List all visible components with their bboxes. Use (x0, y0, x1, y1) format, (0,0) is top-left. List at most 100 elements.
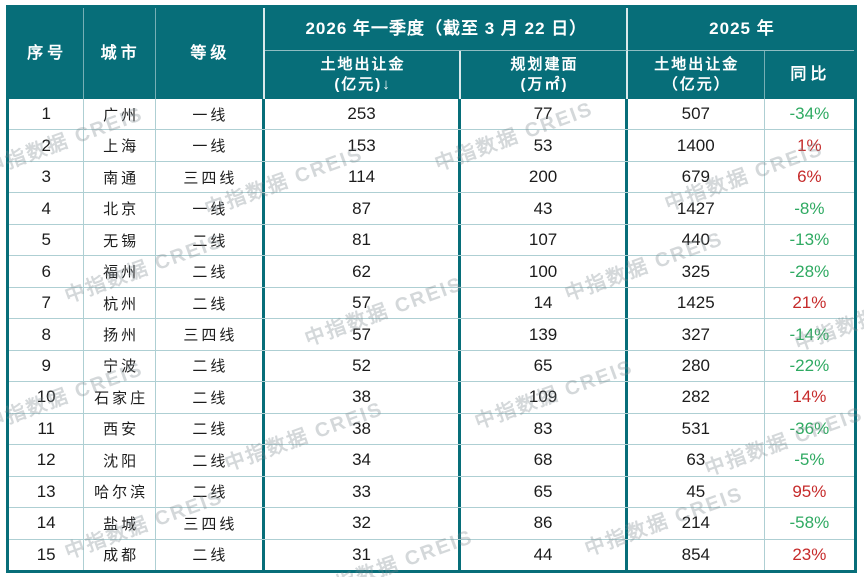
yoy-cell: -36% (789, 418, 830, 438)
tier-cell: 二线 (156, 287, 265, 319)
table-header: 序号 城市 等级 2026 年一季度（截至 3 月 22 日） 2025 年 土… (9, 8, 854, 99)
table-row: 12 沈阳 二线 34 68 63 -5% (9, 445, 854, 477)
tier-cell: 二线 (156, 445, 265, 476)
table-row: 14 盐城 三四线 32 86 214 -58% (9, 508, 854, 540)
header-premium-2025-line1: 土地出让金 (654, 55, 740, 73)
premium-2025-cell: 1427 (628, 193, 765, 224)
tier-cell: 二线 (156, 413, 265, 445)
table-body: 1 广州 一线 253 77 507 -34% 2 上海 一线 153 53 1… (9, 99, 854, 571)
rank-cell: 1 (9, 99, 85, 130)
tier-cell: 一线 (156, 193, 265, 224)
planned-area-cell: 86 (461, 508, 628, 539)
city-cell: 无锡 (84, 224, 156, 256)
header-planned-area-line1: 规划建面 (510, 55, 579, 73)
tier-cell: 二线 (156, 224, 265, 256)
tier-cell: 三四线 (156, 508, 265, 539)
planned-area-cell: 83 (461, 413, 628, 445)
premium-2026-cell: 33 (265, 476, 462, 508)
header-premium-2025-line2: （亿元） (662, 76, 731, 93)
yoy-cell: 23% (792, 544, 827, 564)
yoy-cell: 6% (797, 167, 822, 187)
rank-cell: 10 (9, 382, 85, 413)
table-row: 1 广州 一线 253 77 507 -34% (9, 99, 854, 131)
yoy-cell: -34% (789, 104, 830, 124)
premium-2026-cell: 31 (265, 539, 462, 571)
premium-2025-cell: 325 (628, 256, 765, 287)
yoy-cell: -22% (789, 355, 830, 375)
tier-cell: 二线 (156, 539, 265, 571)
city-cell: 哈尔滨 (84, 476, 156, 508)
rank-cell: 14 (9, 508, 85, 539)
planned-area-cell: 44 (461, 539, 628, 571)
city-cell: 石家庄 (84, 382, 156, 413)
premium-2026-cell: 57 (265, 319, 462, 350)
city-cell: 杭州 (84, 287, 156, 319)
premium-2025-cell: 854 (628, 539, 765, 571)
premium-2025-cell: 282 (628, 382, 765, 413)
city-cell: 上海 (84, 130, 156, 161)
city-cell: 盐城 (84, 508, 156, 539)
table-row: 3 南通 三四线 114 200 679 6% (9, 161, 854, 194)
premium-2026-cell: 153 (265, 130, 462, 161)
header-tier: 等级 (156, 8, 265, 99)
premium-2026-cell: 57 (265, 287, 462, 319)
premium-2026-cell: 32 (265, 508, 462, 539)
rank-cell: 2 (9, 130, 85, 161)
rank-cell: 12 (9, 445, 85, 476)
header-premium-2025: 土地出让金 （亿元） (628, 51, 765, 99)
table-row: 7 杭州 二线 57 14 1425 21% (9, 287, 854, 320)
premium-2026-cell: 81 (265, 224, 462, 256)
rank-cell: 6 (9, 256, 85, 287)
city-cell: 南通 (84, 161, 156, 193)
tier-cell: 三四线 (156, 161, 265, 193)
planned-area-cell: 107 (461, 224, 628, 256)
premium-2026-cell: 52 (265, 350, 462, 382)
city-cell: 北京 (84, 193, 156, 224)
yoy-cell: -5% (794, 450, 825, 470)
rank-cell: 13 (9, 476, 85, 508)
yoy-cell: 95% (792, 481, 827, 501)
rank-cell: 8 (9, 319, 85, 350)
table-row: 2 上海 一线 153 53 1400 1% (9, 130, 854, 162)
yoy-cell: -13% (789, 230, 830, 250)
rank-cell: 7 (9, 287, 85, 319)
premium-2025-cell: 327 (628, 319, 765, 350)
premium-2025-cell: 63 (628, 445, 765, 476)
tier-cell: 二线 (156, 256, 265, 287)
premium-2025-cell: 1400 (628, 130, 765, 161)
yoy-cell: -28% (789, 261, 830, 281)
tier-cell: 三四线 (156, 319, 265, 350)
city-cell: 广州 (84, 99, 156, 130)
premium-2025-cell: 507 (628, 99, 765, 130)
table-row: 13 哈尔滨 二线 33 65 45 95% (9, 476, 854, 509)
table-row: 11 西安 二线 38 83 531 -36% (9, 413, 854, 446)
header-group-2026: 2026 年一季度（截至 3 月 22 日） (264, 8, 628, 51)
rank-cell: 5 (9, 224, 85, 256)
premium-2025-cell: 280 (628, 350, 765, 382)
premium-2025-cell: 1425 (628, 287, 765, 319)
header-yoy: 同比 (790, 66, 831, 84)
premium-2026-cell: 87 (265, 193, 462, 224)
premium-2026-cell: 38 (265, 413, 462, 445)
planned-area-cell: 68 (461, 445, 628, 476)
table-row: 4 北京 一线 87 43 1427 -8% (9, 193, 854, 225)
header-premium-2026-sorted[interactable]: 土地出让金 (亿元)↓ (265, 51, 462, 99)
rank-cell: 15 (9, 539, 85, 571)
planned-area-cell: 14 (461, 287, 628, 319)
header-city: 城市 (84, 8, 156, 99)
city-cell: 扬州 (84, 319, 156, 350)
yoy-cell: 1% (797, 135, 822, 155)
premium-2026-cell: 253 (265, 99, 462, 130)
premium-2025-cell: 45 (628, 476, 765, 508)
yoy-cell: 21% (792, 293, 827, 313)
city-cell: 沈阳 (84, 445, 156, 476)
planned-area-cell: 43 (461, 193, 628, 224)
premium-2026-cell: 34 (265, 445, 462, 476)
planned-area-cell: 139 (461, 319, 628, 350)
yoy-cell: 14% (792, 387, 827, 407)
table-row: 9 宁波 二线 52 65 280 -22% (9, 350, 854, 383)
planned-area-cell: 100 (461, 256, 628, 287)
rank-cell: 4 (9, 193, 85, 224)
city-cell: 西安 (84, 413, 156, 445)
